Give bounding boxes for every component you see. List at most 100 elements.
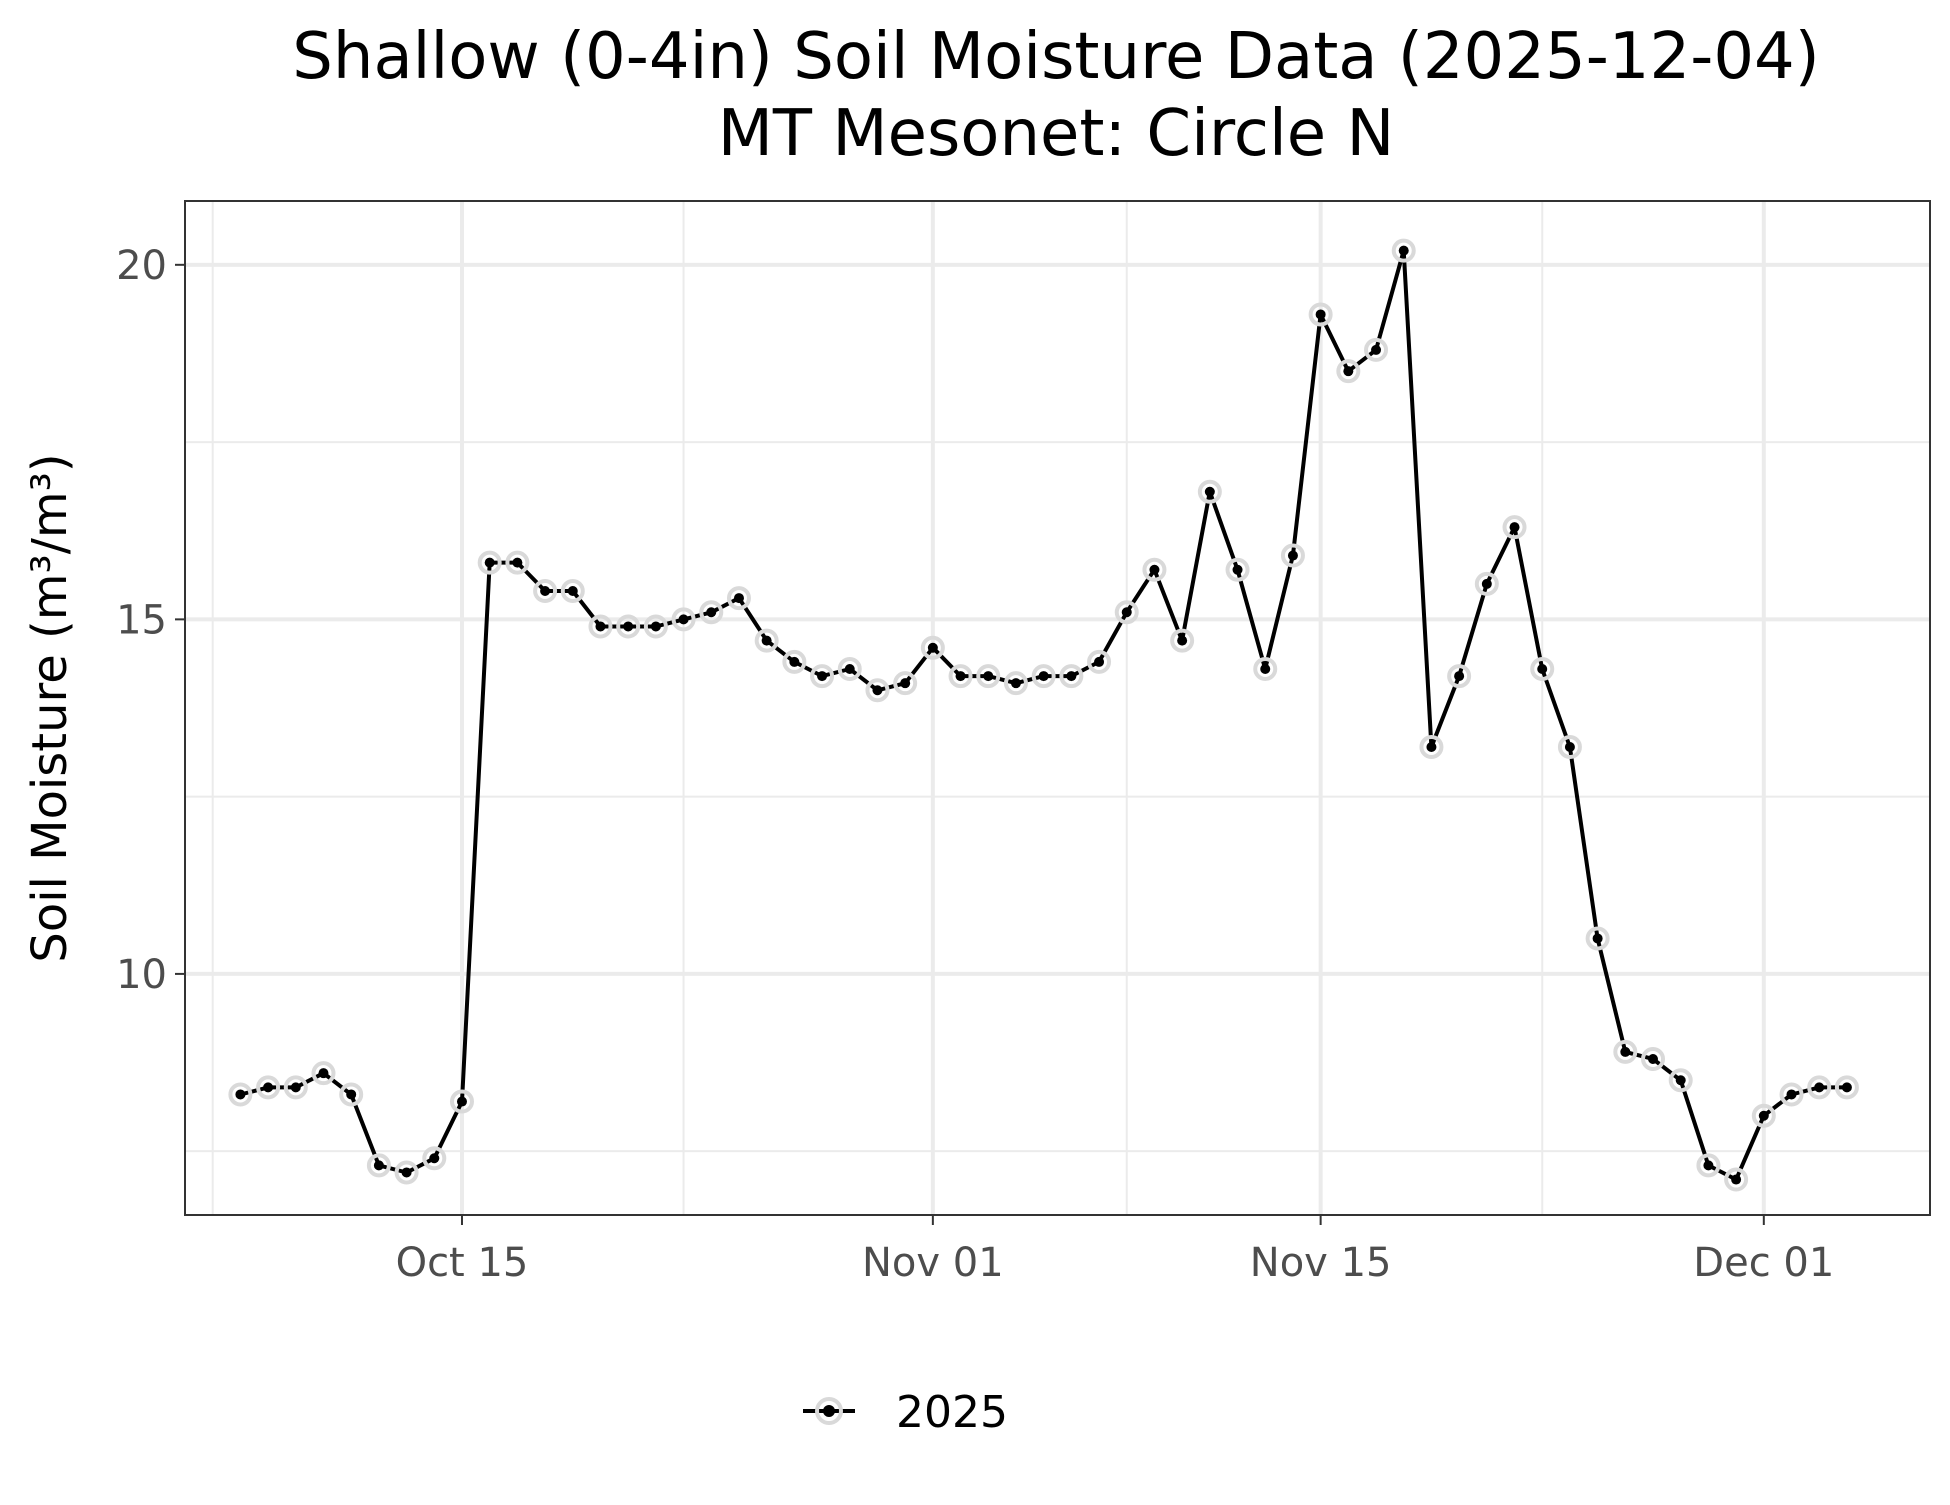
data-point-halo [1751, 1103, 1776, 1128]
legend-label-2025: 2025 [896, 1387, 1008, 1438]
data-point-halo [449, 1089, 474, 1114]
data-point [733, 593, 744, 604]
x-tick-label: Oct 15 [396, 1240, 529, 1286]
data-point-halo [1197, 479, 1222, 504]
data-point [1177, 635, 1188, 646]
data-point [1564, 742, 1575, 752]
data-point [1343, 366, 1354, 377]
data-point [1232, 564, 1243, 575]
data-point [623, 621, 634, 632]
chart-title: Shallow (0-4in) Soil Moisture Data (2025… [292, 20, 1819, 94]
data-point [1509, 522, 1520, 533]
data-point [401, 1167, 412, 1178]
data-point [429, 1153, 440, 1164]
data-point [1038, 671, 1049, 682]
data-point [1204, 486, 1215, 497]
data-point [817, 671, 828, 682]
data-point-halo [865, 678, 890, 703]
data-point-halo [311, 1061, 336, 1086]
tick-labels: Oct 15 Nov 01 Nov 15 Dec 01 10 15 20 [116, 243, 1834, 1286]
data-point-halo [1308, 302, 1333, 327]
y-tick-label: 20 [116, 243, 167, 289]
data-point [761, 635, 772, 646]
data-point-halo [893, 671, 918, 696]
data-point [1371, 344, 1382, 355]
data-point-halo [1447, 664, 1472, 689]
data-point [1260, 664, 1271, 674]
data-point [1426, 742, 1437, 752]
axis-ticks [175, 263, 1765, 1225]
data-point-halo [1696, 1153, 1721, 1178]
data-point [540, 586, 551, 596]
data-point [1287, 550, 1298, 561]
data-point [235, 1089, 246, 1100]
data-point [1149, 564, 1160, 575]
data-point-halo [948, 664, 973, 689]
data-point-halo [699, 600, 724, 625]
data-point-halo [671, 607, 696, 632]
data-point [1454, 671, 1465, 682]
data-point-halo [283, 1075, 308, 1100]
data-point-halo [1419, 735, 1444, 759]
y-axis-title: Soil Moisture (m³/m³) [22, 453, 78, 962]
data-point [346, 1089, 357, 1100]
data-point-halo [1779, 1082, 1804, 1107]
x-tick-label: Nov 15 [1250, 1240, 1392, 1286]
data-point-halo [1585, 926, 1610, 951]
data-point [844, 664, 855, 674]
data-point-halo [1003, 671, 1028, 696]
data-point [1094, 656, 1105, 667]
data-point [1841, 1082, 1852, 1093]
data-point-halo [477, 550, 502, 575]
data-point-halo [533, 579, 558, 603]
data-point-halo [976, 664, 1001, 689]
major-gridlines [185, 201, 1930, 1215]
data-point-halo [1170, 628, 1195, 653]
data-point [1731, 1174, 1742, 1185]
data-point-halo [228, 1082, 253, 1107]
data-point-halo [754, 628, 779, 653]
data-point-halo [1391, 238, 1416, 263]
data-point-halo [1530, 657, 1555, 681]
data-point-halo [1724, 1167, 1749, 1192]
data-point [567, 586, 578, 596]
data-point [1703, 1160, 1714, 1171]
data-point-halo [643, 614, 668, 639]
data-point [1537, 664, 1548, 674]
data-point [678, 614, 689, 625]
data-point-halo [560, 579, 585, 603]
data-point-halo [505, 550, 530, 575]
series-layer [228, 238, 1859, 1192]
data-point-halo [1502, 515, 1527, 540]
data-point [1814, 1082, 1825, 1093]
data-point-halo [1336, 359, 1361, 384]
data-point-halo [1474, 571, 1499, 596]
data-point-halo [616, 614, 641, 639]
data-point [263, 1082, 274, 1093]
data-point [1786, 1089, 1797, 1100]
data-point-halo [366, 1153, 391, 1178]
data-point-halo [1641, 1047, 1666, 1071]
data-point [1675, 1075, 1686, 1086]
data-point [1620, 1046, 1631, 1057]
data-point [706, 607, 717, 618]
data-point [456, 1096, 467, 1107]
y-tick-label: 10 [116, 952, 167, 998]
chart-subtitle: MT Mesonet: Circle N [718, 97, 1395, 171]
data-point-halo [1087, 649, 1112, 674]
data-point-halo [1834, 1075, 1859, 1100]
data-point [484, 557, 495, 568]
data-point-halo [1114, 600, 1139, 625]
data-point [1648, 1054, 1659, 1064]
data-point [1481, 578, 1492, 589]
legend-marker [823, 1405, 835, 1417]
data-point [1398, 245, 1409, 256]
data-point [1315, 309, 1326, 320]
data-point [1121, 607, 1132, 618]
data-point-halo [920, 635, 945, 660]
data-point-halo [782, 649, 807, 674]
data-point-halo [1280, 543, 1305, 568]
data-point [373, 1160, 384, 1171]
data-point-halo [394, 1160, 419, 1185]
